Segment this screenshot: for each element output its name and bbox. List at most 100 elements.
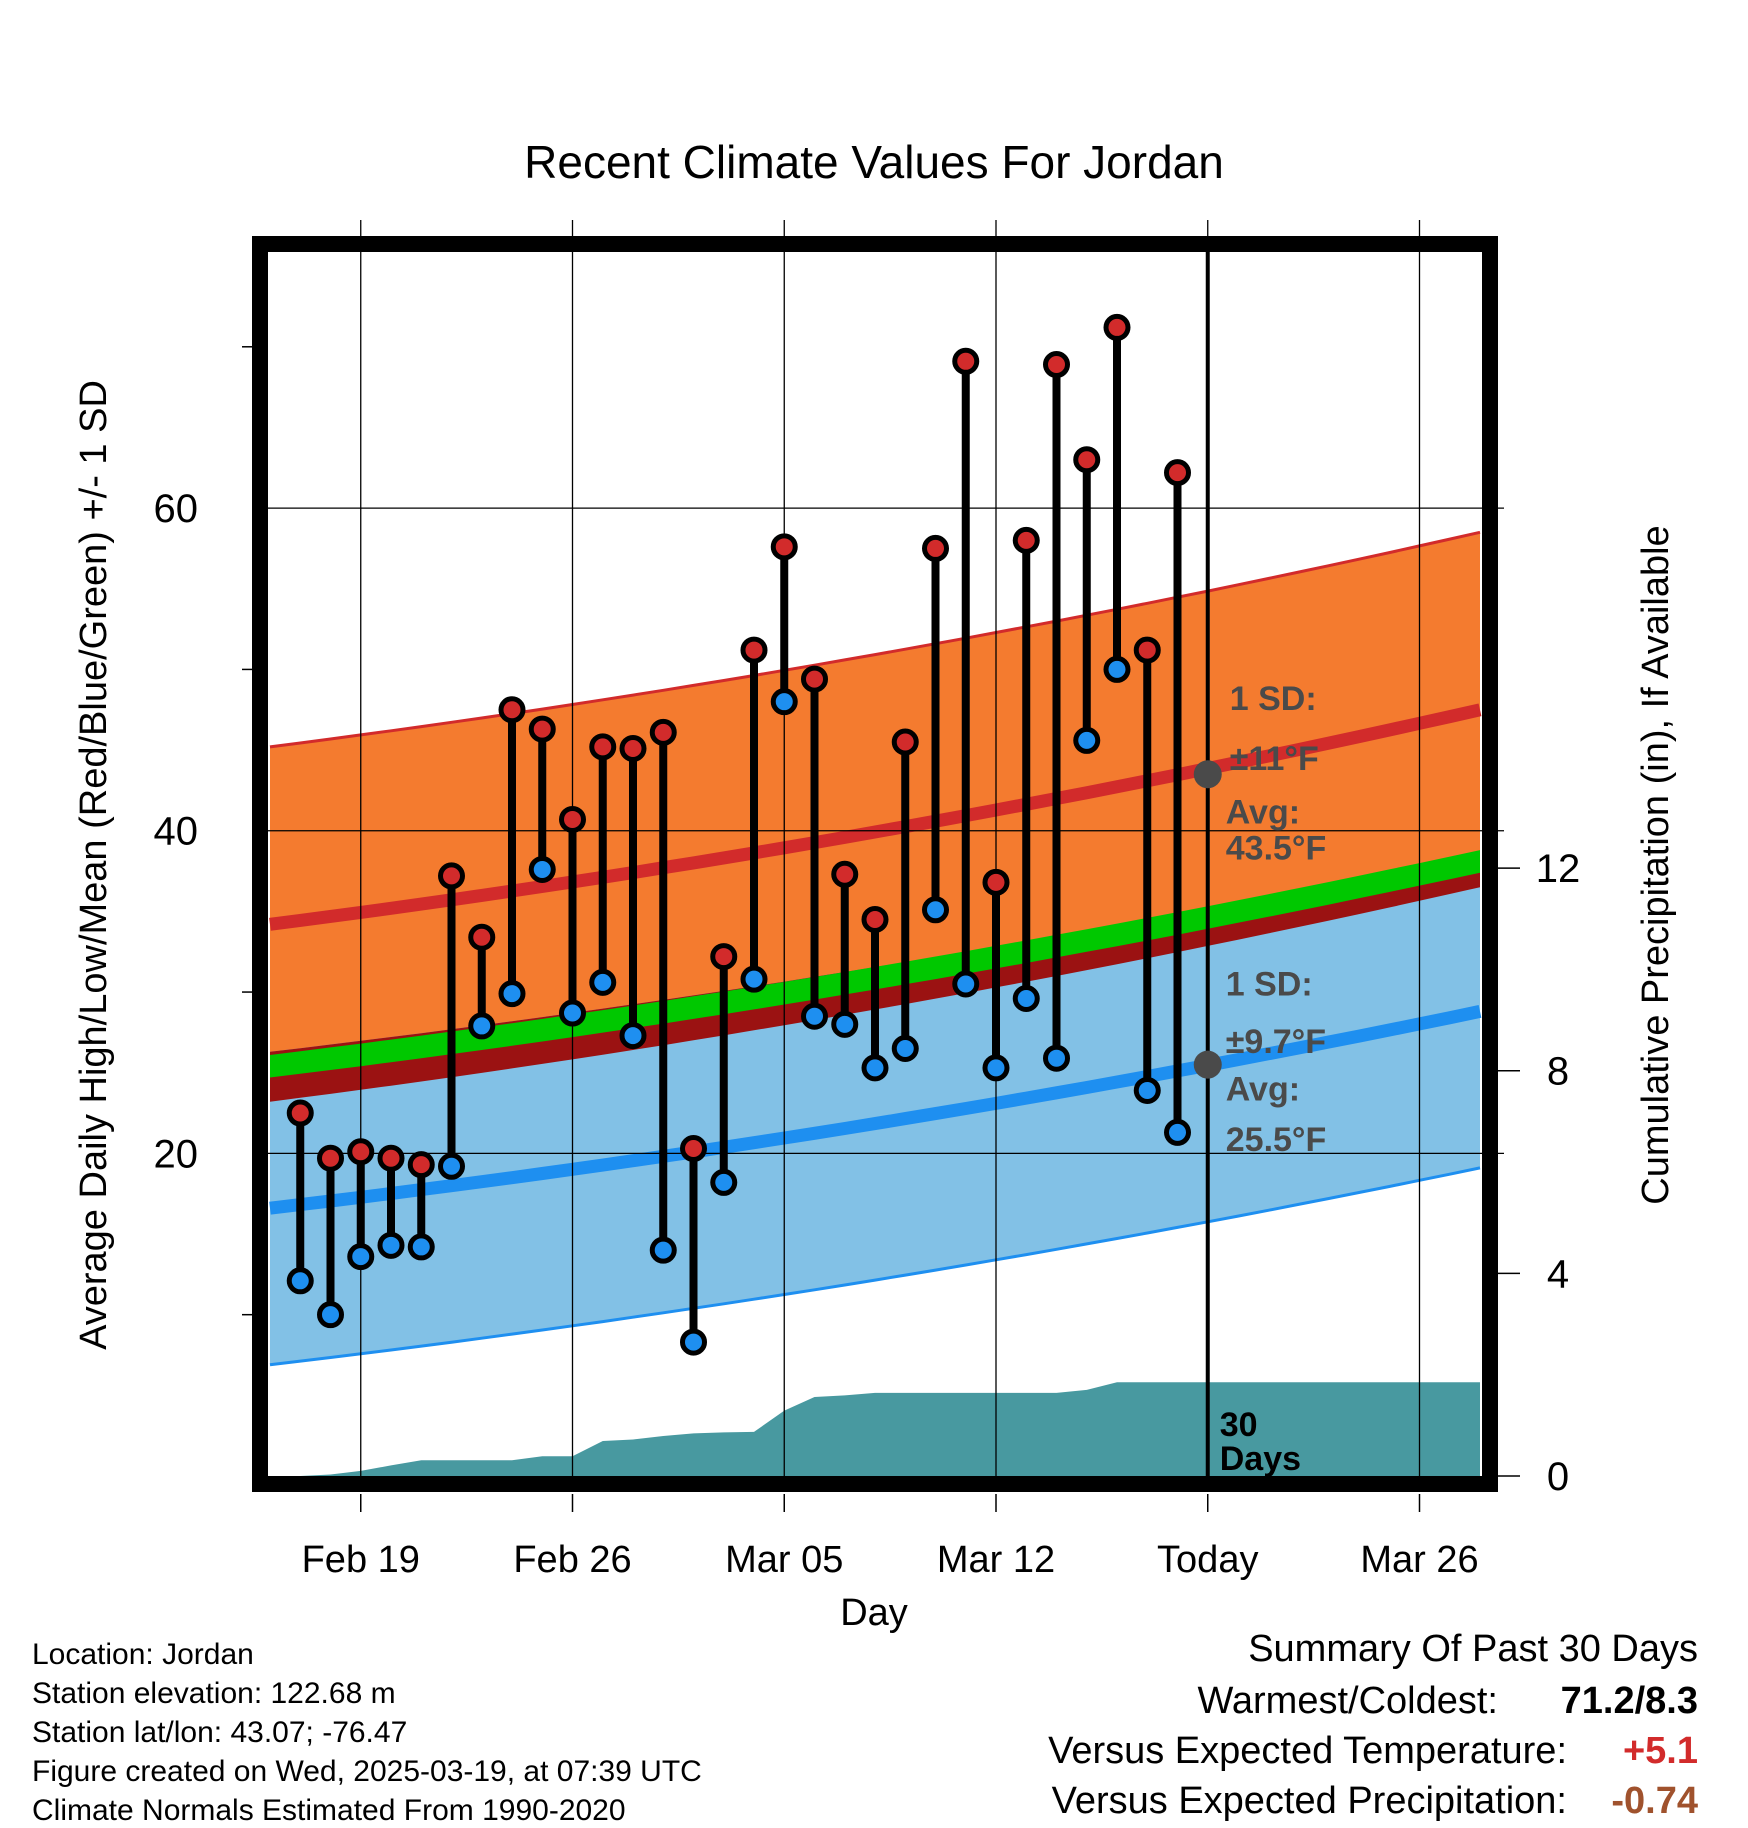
low-point xyxy=(740,965,768,993)
high-point xyxy=(438,862,465,890)
low-point xyxy=(589,968,617,996)
high-point xyxy=(740,636,768,664)
y-tick-label: 20 xyxy=(154,1132,199,1176)
low-point xyxy=(710,1168,738,1196)
low-point xyxy=(891,1035,919,1063)
high-avg-line xyxy=(269,703,1482,931)
low-point xyxy=(347,1243,375,1271)
y2-tick-label: 12 xyxy=(1536,847,1581,891)
low-point xyxy=(680,1328,707,1356)
low-avg-value: 25.5°F xyxy=(1226,1121,1327,1159)
high-point xyxy=(1133,636,1161,664)
y2-axis-label: Cumulative Precipitation (in), If Availa… xyxy=(1635,525,1677,1204)
summary-temp-label: Versus Expected Temperature: xyxy=(1048,1730,1567,1772)
low-sd-label: 1 SD: xyxy=(1226,965,1313,1003)
high-point xyxy=(619,734,647,762)
high-point xyxy=(710,943,738,971)
low-point xyxy=(982,1054,1010,1082)
low-point xyxy=(559,999,586,1027)
high-sd-value: ±11°F xyxy=(1230,740,1319,778)
today-high-avg-marker xyxy=(1193,760,1222,789)
x-tick-label: Mar 05 xyxy=(725,1539,843,1581)
high-point xyxy=(347,1138,375,1166)
plot-frame xyxy=(252,236,1498,1492)
info-location: Location: Jordan xyxy=(32,1638,254,1671)
high-sd-label: 1 SD: xyxy=(1230,680,1317,718)
info-normals: Climate Normals Estimated From 1990-2020 xyxy=(32,1794,626,1827)
high-point xyxy=(982,868,1010,896)
x-axis: Feb 19 Feb 26 Mar 05 Mar 12 Today Mar 26 xyxy=(302,1494,1479,1581)
low-point xyxy=(407,1233,435,1261)
low-point xyxy=(619,1022,647,1050)
low-point xyxy=(801,1002,828,1030)
high-avg-label: Avg: xyxy=(1226,794,1300,832)
low-point xyxy=(1043,1044,1070,1072)
precip-days-label-2: Days xyxy=(1220,1440,1301,1478)
info-elevation: Station elevation: 122.68 m xyxy=(32,1677,396,1710)
high-point xyxy=(377,1144,405,1172)
high-point xyxy=(680,1135,707,1163)
high-point xyxy=(528,715,556,743)
precip-area xyxy=(300,1382,1480,1476)
low-point xyxy=(1012,985,1040,1013)
low-point xyxy=(1103,655,1131,683)
high-point xyxy=(831,860,859,888)
info-latlon: Station lat/lon: 43.07; -76.47 xyxy=(32,1716,408,1749)
x-tick-label: Feb 19 xyxy=(302,1539,420,1581)
low-avg-line xyxy=(269,1005,1482,1215)
high-point xyxy=(589,733,617,761)
high-point xyxy=(286,1099,314,1127)
summary-warmest-value: 71.2/8.3 xyxy=(1560,1680,1698,1722)
high-point xyxy=(952,347,980,375)
high-point xyxy=(649,718,677,746)
info-created: Figure created on Wed, 2025-03-19, at 07… xyxy=(32,1755,702,1788)
low-point xyxy=(1133,1076,1161,1104)
high-point xyxy=(861,905,889,933)
y-axis: 20 40 60 xyxy=(154,346,252,1316)
low-point xyxy=(528,855,556,883)
low-point xyxy=(831,1010,859,1038)
y2-tick-label: 4 xyxy=(1547,1252,1569,1296)
y-axis-label: Average Daily High/Low/Mean (Red/Blue/Gr… xyxy=(73,380,115,1350)
low-point xyxy=(770,688,798,716)
y-tick-label: 60 xyxy=(154,487,199,531)
y2-axis: 0 4 8 12 xyxy=(1498,847,1580,1499)
low-point xyxy=(922,896,949,924)
low-point xyxy=(861,1054,889,1082)
high-point xyxy=(1043,351,1070,379)
high-point xyxy=(1164,459,1191,487)
low-point xyxy=(1073,726,1101,754)
high-point xyxy=(317,1144,344,1172)
low-sd-lower-line xyxy=(269,1166,1481,1367)
precip-days-label-1: 30 xyxy=(1220,1406,1258,1444)
high-sd-upper-line xyxy=(269,530,1481,749)
today-low-avg-marker xyxy=(1193,1050,1222,1079)
low-point xyxy=(377,1231,405,1259)
x-tick-label: Mar 12 xyxy=(937,1539,1055,1581)
low-point xyxy=(286,1267,314,1295)
low-point xyxy=(1164,1118,1191,1146)
summary-title: Summary Of Past 30 Days xyxy=(1248,1628,1698,1670)
high-point xyxy=(1012,526,1040,554)
low-point xyxy=(317,1301,344,1329)
high-avg-value: 43.5°F xyxy=(1226,830,1327,868)
y-tick-label: 40 xyxy=(154,810,199,854)
high-point xyxy=(407,1151,435,1179)
low-sd-value: ±9.7°F xyxy=(1226,1023,1326,1061)
x-tick-label: Feb 26 xyxy=(513,1539,631,1581)
high-point xyxy=(498,696,526,724)
x-tick-label: Mar 26 xyxy=(1360,1539,1478,1581)
high-point xyxy=(1103,313,1131,341)
y2-tick-label: 8 xyxy=(1547,1050,1569,1094)
low-point xyxy=(952,970,980,998)
summary-precip-label: Versus Expected Precipitation: xyxy=(1051,1780,1567,1822)
high-point xyxy=(891,728,919,756)
high-point xyxy=(468,923,496,951)
high-point xyxy=(1073,446,1101,474)
high-point xyxy=(922,534,949,562)
high-point xyxy=(559,805,586,833)
low-point xyxy=(468,1012,496,1040)
high-point xyxy=(801,665,828,693)
